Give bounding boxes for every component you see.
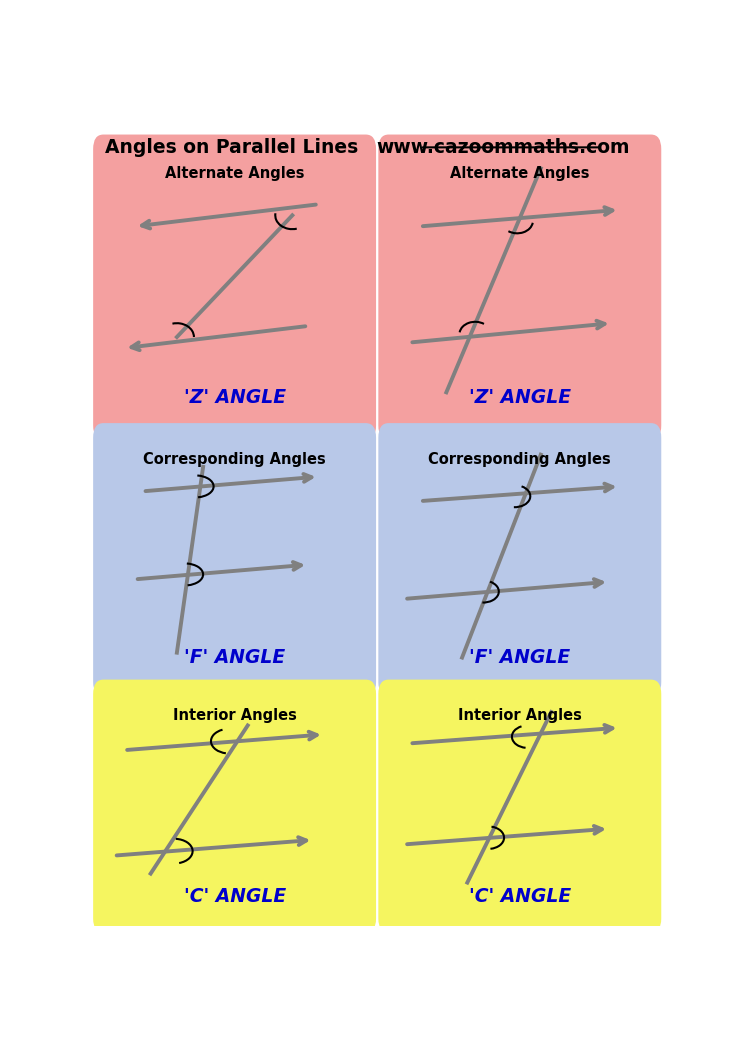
- FancyBboxPatch shape: [93, 680, 376, 933]
- Text: 'Z' ANGLE: 'Z' ANGLE: [469, 388, 571, 407]
- FancyBboxPatch shape: [93, 423, 376, 696]
- FancyBboxPatch shape: [378, 134, 661, 440]
- Text: 'F' ANGLE: 'F' ANGLE: [470, 649, 570, 667]
- Text: 'C' ANGLE: 'C' ANGLE: [469, 887, 571, 906]
- FancyBboxPatch shape: [93, 134, 376, 440]
- Text: Alternate Angles: Alternate Angles: [450, 166, 590, 180]
- Text: Angles on Parallel Lines: Angles on Parallel Lines: [105, 137, 358, 157]
- Text: 'C' ANGLE: 'C' ANGLE: [183, 887, 286, 906]
- FancyBboxPatch shape: [378, 680, 661, 933]
- Text: Corresponding Angles: Corresponding Angles: [144, 452, 326, 467]
- Text: Corresponding Angles: Corresponding Angles: [428, 452, 611, 467]
- Text: 'Z' ANGLE: 'Z' ANGLE: [183, 388, 286, 407]
- Text: Alternate Angles: Alternate Angles: [165, 166, 305, 180]
- Text: Interior Angles: Interior Angles: [173, 708, 297, 722]
- Text: www.cazoommaths.com: www.cazoommaths.com: [376, 137, 629, 157]
- Text: 'F' ANGLE: 'F' ANGLE: [184, 649, 285, 667]
- FancyBboxPatch shape: [378, 423, 661, 696]
- Text: Interior Angles: Interior Angles: [458, 708, 581, 722]
